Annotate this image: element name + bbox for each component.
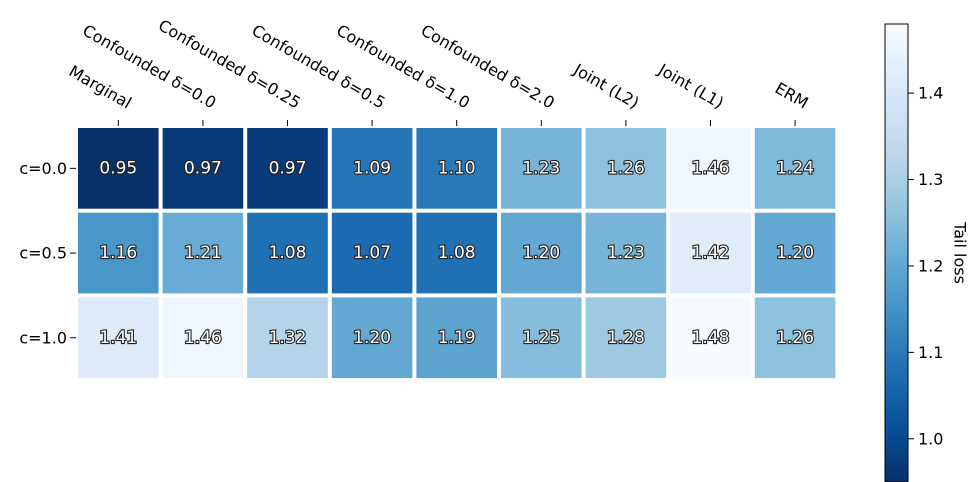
heatmap-cell xyxy=(247,212,328,294)
colorbar-gradient xyxy=(884,23,909,482)
cell-value-label: 1.20 xyxy=(353,328,391,348)
cell-value-label: 1.20 xyxy=(776,243,814,263)
heatmap-cell xyxy=(754,297,836,379)
heatmap-cell xyxy=(331,297,413,379)
cell-value-label: 0.95 xyxy=(99,158,137,178)
x-tick-label: ERM xyxy=(772,78,812,112)
y-tick-label: c=0.0 xyxy=(19,159,67,178)
heatmap-cell xyxy=(162,212,244,294)
cell-value-label: 0.97 xyxy=(184,158,222,178)
heatmap-cell xyxy=(162,297,244,379)
heatmap-cell xyxy=(754,212,836,294)
cell-value-label: 1.46 xyxy=(692,158,730,178)
colorbar-label: Tail loss xyxy=(951,221,970,284)
colorbar-tick-label: 1.0 xyxy=(918,429,943,448)
cell-value-label: 1.19 xyxy=(438,328,476,348)
colorbar-ticks: 1.0 1.1 1.2 1.3 1.4 xyxy=(908,84,943,448)
cell-value-label: 1.46 xyxy=(184,328,222,348)
heatmap-cell xyxy=(416,212,497,294)
heatmap-cell xyxy=(416,297,497,379)
cell-value-label: 1.41 xyxy=(99,328,137,348)
heatmap-cell xyxy=(416,128,497,209)
x-tick-label: Joint (L2) xyxy=(570,59,643,112)
y-tick-label: c=1.0 xyxy=(19,328,67,347)
cell-value-label: 1.07 xyxy=(353,243,391,263)
cell-value-label: 1.09 xyxy=(353,158,391,178)
heatmap-cell xyxy=(754,128,836,209)
x-tick-label: Confounded δ=0.25 xyxy=(155,16,304,113)
colorbar: 1.0 1.1 1.2 1.3 1.4 Tail loss xyxy=(884,23,970,482)
cell-value-label: 1.32 xyxy=(269,328,307,348)
heatmap-cell xyxy=(670,212,751,294)
heatmap-cell xyxy=(501,297,582,379)
cell-value-label: 1.21 xyxy=(184,243,222,263)
cell-value-label: 1.48 xyxy=(692,328,730,348)
cell-value-label: 1.42 xyxy=(692,243,730,263)
heatmap-cell xyxy=(78,297,159,379)
y-axis-ticks: c=0.0 c=0.5 c=1.0 xyxy=(19,159,76,347)
cell-value-label: 1.20 xyxy=(522,243,560,263)
heatmap-cell-labels: 0.95 0.97 0.97 1.09 1.10 1.23 1.26 1.46 1.24 1.16… xyxy=(98,157,815,349)
heatmap-cell xyxy=(247,297,328,379)
cell-value-label: 1.23 xyxy=(607,243,645,263)
cell-value-label: 1.28 xyxy=(607,328,645,348)
heatmap-cell xyxy=(247,128,328,209)
cell-value-label: 0.97 xyxy=(269,158,307,178)
heatmap-cell xyxy=(585,128,667,209)
cell-value-label: 1.08 xyxy=(269,243,307,263)
heatmap-cell xyxy=(78,212,159,294)
heatmap-cell xyxy=(670,128,751,209)
heatmap-cell xyxy=(585,212,667,294)
y-tick-label: c=0.5 xyxy=(19,244,67,263)
heatmap-cell xyxy=(331,128,413,209)
cell-value-label: 1.23 xyxy=(522,158,560,178)
colorbar-tick-label: 1.3 xyxy=(918,170,943,189)
cell-value-label: 1.25 xyxy=(522,328,560,348)
x-tick-label: Confounded δ=2.0 xyxy=(418,21,558,113)
heatmap-cell xyxy=(78,128,159,209)
cell-value-label: 1.24 xyxy=(776,158,814,178)
heatmap-cell xyxy=(670,297,751,379)
x-tick-label: Joint (L1) xyxy=(654,59,727,112)
heatmap-cell xyxy=(501,212,582,294)
cell-value-label: 1.10 xyxy=(438,158,476,178)
heatmap-cell xyxy=(501,128,582,209)
colorbar-tick-label: 1.1 xyxy=(918,343,943,362)
cell-value-label: 1.26 xyxy=(776,328,814,348)
cell-value-label: 1.26 xyxy=(607,158,645,178)
heatmap-cell xyxy=(585,297,667,379)
heatmap-cells xyxy=(78,128,836,379)
colorbar-tick-label: 1.2 xyxy=(918,256,943,275)
colorbar-tick-label: 1.4 xyxy=(918,84,943,103)
heatmap-cell xyxy=(331,212,413,294)
x-tick-label: Marginal xyxy=(66,62,135,113)
cell-value-label: 1.08 xyxy=(438,243,476,263)
heatmap-cell xyxy=(162,128,244,209)
cell-value-label: 1.16 xyxy=(99,243,137,263)
